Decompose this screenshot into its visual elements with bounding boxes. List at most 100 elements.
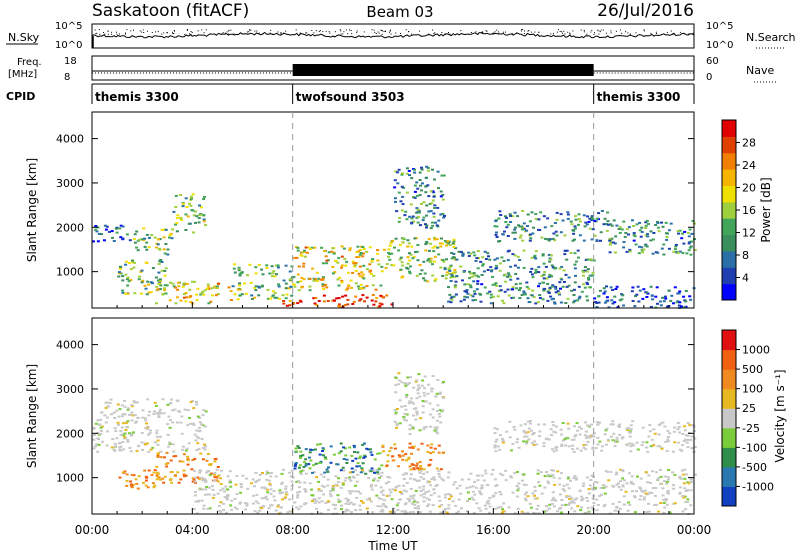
nsearch-point <box>692 32 694 34</box>
power-cell <box>426 259 430 262</box>
power-cell <box>506 250 510 253</box>
velocity-cell <box>172 450 176 453</box>
velocity-cell <box>314 507 318 510</box>
velocity-cell <box>208 507 212 510</box>
velocity-cell <box>626 429 630 431</box>
power-cell <box>325 259 329 262</box>
power-cell <box>214 286 218 289</box>
velocity-cell <box>193 433 197 436</box>
power-cell <box>688 241 692 244</box>
velocity-cell <box>354 457 358 460</box>
velocity-cell <box>233 506 237 509</box>
nsearch-point <box>116 33 118 35</box>
power-cell <box>270 265 274 268</box>
velocity-cell <box>523 497 527 500</box>
power-cell <box>284 287 288 290</box>
power-cell <box>273 292 277 295</box>
colorbar-swatch <box>722 169 736 186</box>
velocity-cell <box>476 479 480 482</box>
nsearch-point <box>610 32 612 34</box>
power-cell <box>486 269 490 271</box>
power-cell <box>168 299 172 302</box>
velocity-cell <box>457 498 461 501</box>
velocity-cell <box>262 486 266 489</box>
power-cell <box>515 287 518 290</box>
velocity-cell <box>656 445 660 448</box>
power-cell <box>466 296 469 299</box>
velocity-cell <box>303 488 307 491</box>
velocity-cell <box>105 416 109 419</box>
power-cell <box>504 280 508 283</box>
power-cell <box>522 249 526 252</box>
velocity-cell <box>478 490 482 493</box>
power-cell <box>372 274 376 277</box>
velocity-cell <box>308 451 312 454</box>
power-cell <box>303 255 307 258</box>
power-cell <box>444 277 448 280</box>
power-cell <box>441 194 445 196</box>
power-cell <box>164 292 168 295</box>
velocity-cell <box>439 468 443 471</box>
power-cell <box>186 215 190 218</box>
velocity-cell <box>435 483 439 486</box>
velocity-cell <box>590 474 594 477</box>
velocity-cell <box>112 411 116 414</box>
nsearch-point <box>643 30 645 32</box>
velocity-cell <box>426 444 430 447</box>
power-cell <box>471 295 475 298</box>
velocity-cell <box>548 503 552 506</box>
power-cell <box>490 270 493 273</box>
velocity-cell <box>194 491 197 493</box>
power-cell <box>514 283 518 286</box>
velocity-ylabel: Slant Range [km] <box>25 364 39 468</box>
velocity-cell <box>422 500 426 503</box>
colorbar-tick-label: 12 <box>742 227 756 240</box>
power-cell <box>380 265 384 268</box>
power-cell <box>321 276 325 279</box>
velocity-cell <box>551 491 555 494</box>
power-cell <box>549 258 553 261</box>
velocity-cell <box>603 433 607 436</box>
power-cell <box>211 294 214 297</box>
power-cell <box>583 225 587 228</box>
velocity-cell <box>493 432 497 434</box>
velocity-cell <box>163 475 167 478</box>
power-cell <box>430 221 434 224</box>
power-cell <box>324 283 328 286</box>
power-cell <box>573 263 577 266</box>
velocity-cell <box>393 409 397 412</box>
power-cell <box>581 269 585 272</box>
power-cell <box>164 243 168 245</box>
velocity-cell <box>437 469 441 472</box>
velocity-cell <box>647 435 651 438</box>
velocity-cell <box>326 478 330 481</box>
velocity-cell <box>560 433 563 436</box>
power-cell <box>352 262 356 265</box>
power-cell <box>415 207 419 210</box>
velocity-cell <box>423 394 427 397</box>
velocity-cell <box>584 436 588 439</box>
power-cell <box>191 280 194 283</box>
velocity-cell <box>361 443 365 446</box>
velocity-cell <box>686 434 690 437</box>
power-cell <box>321 277 325 280</box>
power-cell <box>684 305 688 308</box>
velocity-cell <box>525 491 529 494</box>
velocity-cell <box>601 484 605 486</box>
power-cell <box>387 255 390 258</box>
power-cell <box>557 292 561 295</box>
velocity-cell <box>460 478 464 481</box>
power-cell <box>693 249 697 251</box>
power-cell <box>678 301 682 304</box>
velocity-cell <box>407 456 411 459</box>
power-cell <box>140 281 144 284</box>
velocity-cell <box>113 445 117 448</box>
velocity-cell <box>599 486 603 489</box>
power-cell <box>394 170 398 173</box>
velocity-cell <box>426 450 430 453</box>
velocity-cell <box>588 484 592 487</box>
velocity-cell <box>146 398 150 401</box>
nsearch-point <box>381 33 383 35</box>
velocity-cell <box>438 499 442 502</box>
power-cell <box>583 286 587 289</box>
